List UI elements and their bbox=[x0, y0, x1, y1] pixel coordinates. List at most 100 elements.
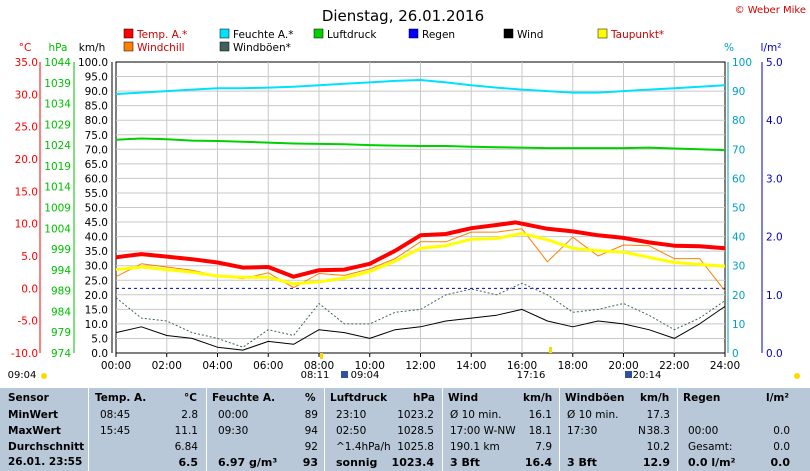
legend-swatch bbox=[219, 41, 230, 52]
y-tick-label: 30.0 bbox=[15, 89, 38, 101]
y-tick-label: 2.0 bbox=[766, 232, 783, 244]
header-wind: Wind bbox=[448, 392, 479, 404]
y-axes: 35.0 30.0 25.0 20.0 15.0 10.0 5.0 0.0 -5.0 -10.0 1… bbox=[11, 57, 783, 360]
legend-label: Taupunkt* bbox=[610, 29, 664, 41]
y-tick-label: 80.0 bbox=[85, 115, 108, 127]
x-tick-label: 08:00 bbox=[304, 360, 334, 372]
y-tick-label: 35.0 bbox=[15, 57, 38, 69]
y-tick-label: 100 bbox=[732, 57, 752, 69]
table-cell: 10.2 bbox=[646, 441, 670, 453]
x-tick-label: 14:00 bbox=[456, 360, 486, 372]
x-tick-label: 22:00 bbox=[659, 360, 689, 372]
y-tick-label: 70.0 bbox=[85, 144, 108, 156]
chart-grid bbox=[115, 61, 726, 354]
y-tick-label: 979 bbox=[51, 327, 71, 339]
table-cell: Gesamt: bbox=[688, 441, 733, 453]
axis-unit: km/h bbox=[79, 42, 106, 54]
header-regen-unit: l/m² bbox=[766, 392, 789, 404]
table-cell: 00:00 bbox=[688, 425, 719, 437]
y-tick-label: 25.0 bbox=[15, 122, 38, 134]
y-tick-label: 10.0 bbox=[15, 219, 38, 231]
table-cell: sonnig bbox=[336, 456, 378, 469]
y-tick-label: 90 bbox=[732, 86, 745, 98]
series-windb-en bbox=[115, 282, 726, 348]
table-cell: 16.1 bbox=[528, 409, 552, 421]
table-cell: 17.3 bbox=[646, 409, 670, 421]
y-tick-label: 100.0 bbox=[78, 57, 108, 69]
y-tick-label: 10 bbox=[732, 319, 745, 331]
table-cell: 1028.5 bbox=[397, 425, 434, 437]
legend-swatch bbox=[597, 28, 608, 39]
y-tick-label: 1034 bbox=[44, 99, 71, 111]
y-tick-label: 1.0 bbox=[766, 290, 783, 302]
table-cell: 7.9 bbox=[535, 441, 552, 453]
table-cell: 94 bbox=[304, 425, 318, 437]
table-cell: 17:00 W-NW bbox=[450, 425, 516, 437]
axis-unit: °C bbox=[19, 42, 32, 54]
sunrise-marker bbox=[41, 373, 47, 379]
table-cell: 38.3 bbox=[646, 425, 670, 437]
y-tick-label: 0.0 bbox=[21, 283, 38, 295]
legend-swatch bbox=[313, 28, 324, 39]
y-tick-label: 70 bbox=[732, 144, 745, 156]
y-tick-label: 20.0 bbox=[15, 154, 38, 166]
y-tick-label: 1019 bbox=[44, 161, 71, 173]
sunset-tick bbox=[549, 347, 552, 353]
table-cell: 92 bbox=[304, 441, 318, 453]
series-wind bbox=[115, 305, 726, 351]
axis-unit: % bbox=[724, 42, 734, 54]
table-cell: 3 Bft bbox=[567, 456, 597, 469]
y-tick-label: 40.0 bbox=[85, 232, 108, 244]
y-tick-label: 999 bbox=[51, 244, 71, 256]
y-tick-label: -5.0 bbox=[18, 316, 39, 328]
table-cell: 09:30 bbox=[218, 425, 249, 437]
x-tick-label: 02:00 bbox=[152, 360, 182, 372]
x-tick-label: 12:00 bbox=[405, 360, 435, 372]
sun-marker bbox=[794, 373, 800, 379]
table-cell: 6.84 bbox=[174, 441, 198, 453]
y-tick-label: 15.0 bbox=[85, 304, 108, 316]
table-cell: 3 Bft bbox=[450, 456, 480, 469]
y-tick-label: 15.0 bbox=[15, 186, 38, 198]
sunrise-tick bbox=[320, 353, 323, 359]
legend-swatch bbox=[503, 28, 514, 39]
y-tick-label: 45.0 bbox=[85, 217, 108, 229]
moon-marker bbox=[341, 371, 348, 378]
y-tick-label: 4.0 bbox=[766, 115, 783, 127]
table-cell: 0.0 bbox=[773, 441, 790, 453]
chart-title: Dienstag, 26.01.2016 bbox=[322, 7, 484, 25]
table-cell: 17:30 bbox=[567, 425, 598, 437]
y-tick-label: 974 bbox=[51, 348, 71, 360]
table-cell: 11.1 bbox=[174, 425, 198, 437]
table-cell: N bbox=[638, 425, 646, 437]
y-tick-label: 55.0 bbox=[85, 188, 108, 200]
moon-marker bbox=[625, 371, 632, 378]
time-markers: 09:04 08:11 09:04 17:16 20:14 bbox=[8, 347, 800, 381]
y-tick-label: 50.0 bbox=[85, 203, 108, 215]
y-tick-label: 0.0 bbox=[766, 348, 783, 360]
table-cell: 08:45 bbox=[100, 409, 131, 421]
y-tick-label: 0 bbox=[732, 348, 739, 360]
marker-label: 20:14 bbox=[633, 370, 662, 381]
legend-label: Windchill bbox=[137, 42, 185, 54]
y-tick-label: 60.0 bbox=[85, 173, 108, 185]
chart-series bbox=[115, 79, 726, 351]
marker-label: 09:04 bbox=[351, 370, 380, 381]
table-cell: 1023.2 bbox=[397, 409, 434, 421]
x-tick-label: 16:00 bbox=[507, 360, 537, 372]
header-sensor: Sensor bbox=[8, 392, 49, 404]
y-tick-label: 65.0 bbox=[85, 159, 108, 171]
header-boeen: Windböen bbox=[565, 392, 625, 404]
y-tick-label: 984 bbox=[51, 306, 71, 318]
y-tick-label: 80 bbox=[732, 115, 745, 127]
x-axis: 00:00 02:00 04:00 06:00 08:00 10:00 12:00 14:00… bbox=[101, 353, 740, 372]
table-cell: 190.1 km bbox=[450, 441, 500, 453]
table-cell: 15:45 bbox=[100, 425, 131, 437]
axis-unit: hPa bbox=[49, 42, 68, 54]
table-cell: 6.97 g/m³ bbox=[218, 456, 278, 469]
axis-units: °C hPa km/h% l/m² bbox=[19, 42, 782, 54]
row-label: MaxWert bbox=[8, 425, 61, 437]
legend-swatch bbox=[408, 28, 419, 39]
y-tick-label: 994 bbox=[51, 265, 71, 277]
y-tick-label: 1044 bbox=[44, 57, 71, 69]
